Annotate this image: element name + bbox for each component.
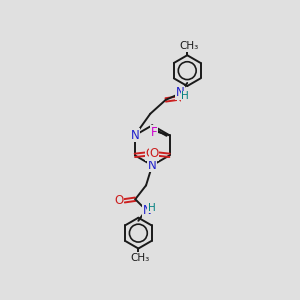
Text: N: N: [148, 159, 157, 172]
Text: F: F: [151, 126, 158, 139]
Text: O: O: [177, 92, 187, 105]
Text: O: O: [146, 147, 155, 160]
Text: N: N: [130, 129, 139, 142]
Text: CH₃: CH₃: [130, 253, 149, 263]
Text: O: O: [149, 147, 159, 160]
Text: H: H: [181, 91, 189, 101]
Text: N: N: [142, 204, 151, 217]
Text: H: H: [148, 203, 155, 213]
Text: O: O: [115, 194, 124, 207]
Text: CH₃: CH₃: [179, 41, 198, 51]
Text: N: N: [176, 86, 185, 100]
